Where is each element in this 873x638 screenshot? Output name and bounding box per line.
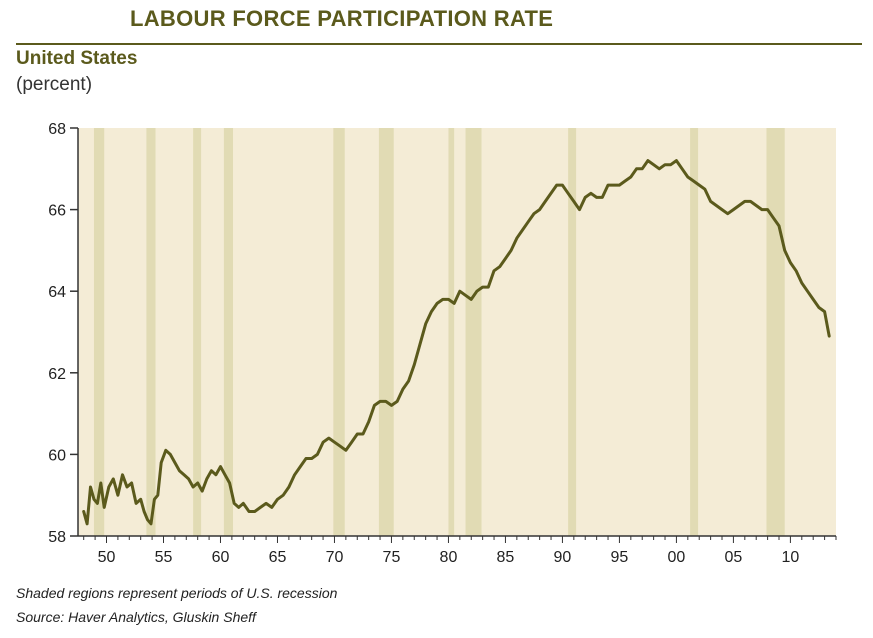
y-tick-label: 62 (48, 366, 66, 383)
y-tick-label: 66 (48, 203, 66, 220)
recession-band (766, 128, 785, 536)
x-tick-label: 80 (440, 549, 458, 566)
x-tick-label: 85 (497, 549, 515, 566)
recession-band (333, 128, 345, 536)
x-tick-label: 05 (725, 549, 743, 566)
y-tick-label: 68 (48, 121, 66, 138)
recession-band (568, 128, 577, 536)
chart-subtitle: United States (16, 48, 138, 69)
x-tick-label: 95 (611, 549, 629, 566)
series-layer (82, 159, 831, 526)
x-tick-label: 00 (668, 549, 686, 566)
chart-title: LABOUR FORCE PARTICIPATION RATE (130, 6, 554, 31)
x-tick-label: 65 (269, 549, 287, 566)
recession-band (146, 128, 156, 536)
recession-band (223, 128, 234, 536)
y-tick-label: 64 (48, 284, 66, 301)
recession-band (193, 128, 202, 536)
recession-bands (93, 128, 785, 536)
recession-band (448, 128, 455, 536)
recession-band (93, 128, 105, 536)
series-line (82, 159, 831, 526)
axes: 58 60 62 64 66 68 50 55 60 65 70 75 80 85 90 95 00 05 10 (48, 121, 837, 566)
x-tick-label: 90 (554, 549, 572, 566)
line-chart: 58 60 62 64 66 68 50 55 60 65 70 75 80 85 90 95 00 05 10 (48, 121, 837, 566)
recession-band (378, 128, 394, 536)
x-tick-label: 50 (98, 549, 116, 566)
x-tick-label: 75 (383, 549, 401, 566)
recession-note: Shaded regions represent periods of U.S.… (16, 585, 338, 601)
recession-band (690, 128, 699, 536)
plot-background (78, 128, 836, 536)
recession-band (465, 128, 482, 536)
y-tick-label: 58 (48, 529, 66, 546)
y-tick-label: 60 (48, 447, 66, 464)
title-divider (16, 43, 862, 45)
x-tick-label: 55 (155, 549, 173, 566)
source-note: Source: Haver Analytics, Gluskin Sheff (16, 609, 256, 625)
x-tick-label: 60 (212, 549, 230, 566)
x-tick-label: 10 (782, 549, 800, 566)
chart-unit-label: (percent) (16, 74, 93, 95)
x-tick-label: 70 (326, 549, 344, 566)
